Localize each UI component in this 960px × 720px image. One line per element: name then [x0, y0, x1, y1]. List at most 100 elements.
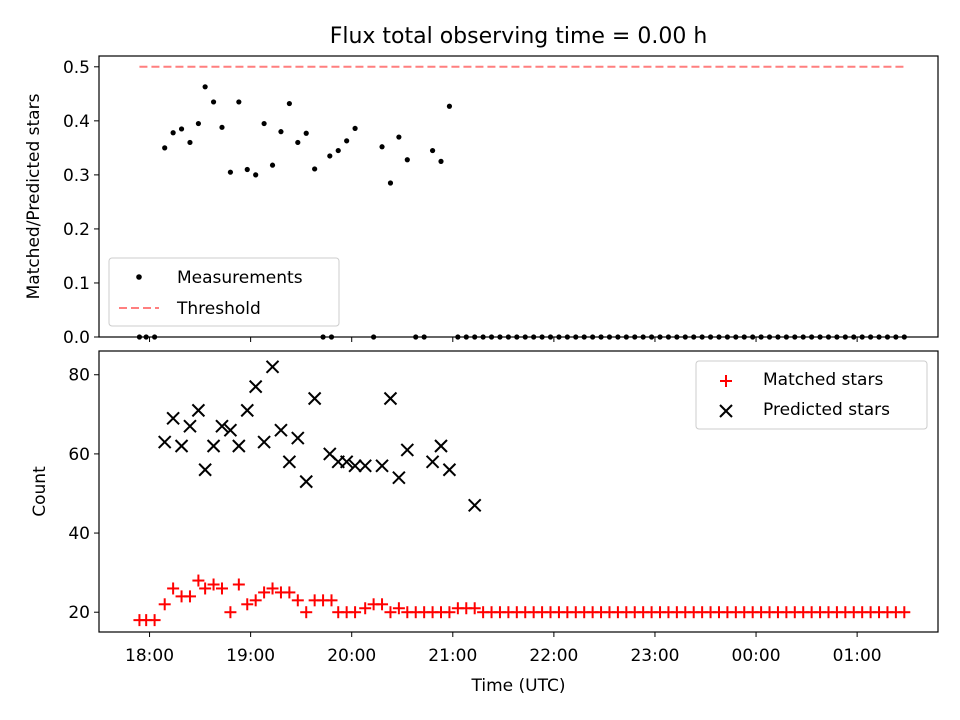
count-x-tick-label: 23:00 — [630, 646, 679, 666]
matched-point — [249, 594, 262, 607]
matched-point — [468, 602, 481, 615]
count-y-label: Count — [30, 466, 50, 517]
count-x-tick-label: 18:00 — [125, 646, 174, 666]
chart-title: Flux total observing time = 0.00 h — [330, 24, 708, 49]
matched-point — [207, 578, 220, 591]
measurement-point — [429, 147, 436, 154]
threshold-legend-label: Threshold — [176, 299, 261, 319]
count-y-ticks: 20 40 60 80 — [68, 366, 99, 623]
matched-point — [349, 606, 362, 619]
measurement-point — [227, 169, 234, 175]
predicted-legend-label: Predicted stars — [763, 400, 890, 420]
ratio-legend: Measurements Threshold — [108, 257, 340, 327]
measurement-point — [202, 84, 208, 90]
matched-point — [224, 606, 237, 619]
matched-point — [258, 586, 271, 599]
ratio-y-label: Matched/Predicted stars — [24, 93, 44, 299]
predicted-point — [174, 439, 189, 453]
measurement-point — [253, 172, 259, 178]
count-y-tick-label: 60 — [68, 445, 90, 465]
predicted-point — [206, 439, 221, 453]
predicted-point — [257, 435, 271, 449]
matched-point — [232, 578, 245, 591]
measurement-point — [219, 124, 225, 130]
ratio-x-ticks — [149, 337, 858, 342]
measurement-point — [244, 166, 250, 173]
predicted-point — [434, 439, 448, 453]
predicted-point — [307, 391, 322, 406]
predicted-point — [191, 403, 206, 418]
predicted-point — [265, 360, 280, 374]
measurement-point — [404, 157, 410, 163]
matched-legend-marker — [720, 375, 732, 387]
measurement-point — [335, 147, 341, 154]
ratio-legend-box — [108, 257, 340, 327]
count-x-tick-label: 21:00 — [428, 646, 477, 666]
measurement-point — [286, 100, 292, 107]
measurement-point — [187, 139, 193, 146]
measurement-point — [312, 166, 318, 172]
predicted-point — [375, 459, 389, 473]
count-x-ticks: 18:00 19:00 20:00 21:00 22:00 23:00 00:00 01:00 — [125, 632, 882, 666]
measurements-legend-marker — [136, 274, 142, 280]
measurement-point — [236, 99, 242, 105]
measurement-point — [438, 158, 444, 164]
ratio-panel: 0.0 0.1 0.2 0.3 0.4 0.5 Matched/Predicted sta… — [24, 55, 939, 348]
measurement-point — [295, 139, 301, 146]
count-legend: Matched stars Predicted stars — [695, 360, 928, 430]
measurement-point — [170, 130, 176, 136]
predicted-point — [183, 419, 197, 433]
matched-point — [192, 574, 205, 587]
matched-point — [241, 598, 254, 611]
measurement-point — [195, 120, 201, 127]
predicted-point — [215, 419, 229, 433]
matched-point — [183, 590, 196, 603]
count-y-tick-label: 20 — [68, 603, 90, 623]
matched-point — [167, 582, 180, 595]
matched-point — [325, 594, 338, 607]
matched-point — [215, 582, 228, 595]
measurement-point — [352, 125, 358, 132]
measurement-point — [162, 145, 168, 151]
measurement-point — [178, 126, 185, 132]
count-y-tick-label: 40 — [68, 524, 90, 544]
matched-point — [392, 602, 405, 615]
count-y-tick-label: 80 — [68, 366, 90, 386]
ratio-y-ticks: 0.0 0.1 0.2 0.3 0.4 0.5 — [63, 58, 99, 348]
matched-point — [283, 586, 296, 599]
ratio-y-tick-label: 0.2 — [63, 220, 90, 240]
ratio-y-tick-label: 0.3 — [63, 166, 90, 186]
predicted-point — [157, 435, 172, 449]
measurement-point — [303, 130, 309, 136]
ratio-y-tick-label: 0.4 — [63, 112, 90, 132]
measurement-point — [396, 134, 402, 140]
predicted-legend-marker — [719, 404, 733, 418]
predicted-point — [392, 470, 406, 485]
count-x-tick-label: 19:00 — [226, 646, 275, 666]
x-axis-label: Time (UTC) — [471, 676, 566, 696]
count-x-tick-label: 00:00 — [732, 646, 781, 666]
predicted-point — [425, 455, 440, 469]
matched-point — [898, 606, 911, 619]
matched-legend-label: Matched stars — [763, 370, 883, 390]
ratio-y-tick-label: 0.1 — [63, 274, 90, 294]
predicted-point — [248, 379, 263, 394]
predicted-point — [400, 443, 415, 457]
predicted-point — [198, 463, 212, 477]
measurement-point — [327, 153, 333, 159]
matched-point — [158, 598, 171, 611]
count-x-tick-label: 20:00 — [327, 646, 376, 666]
predicted-point — [348, 459, 362, 473]
predicted-point — [339, 455, 354, 469]
measurement-point — [261, 120, 267, 127]
count-x-tick-label: 22:00 — [529, 646, 578, 666]
predicted-point — [240, 403, 254, 418]
matched-point — [300, 606, 313, 619]
measurement-point — [210, 99, 217, 105]
matched-point — [199, 582, 212, 595]
predicted-point — [442, 463, 457, 477]
predicted-point — [274, 423, 288, 437]
matched-point — [359, 602, 372, 615]
ratio-y-tick-label: 0.0 — [63, 328, 90, 348]
